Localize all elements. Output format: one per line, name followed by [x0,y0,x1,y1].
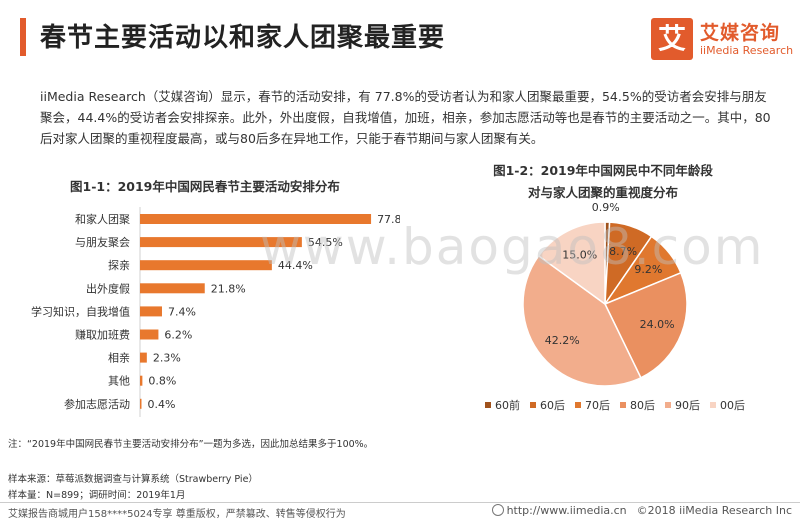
bar-category-label: 学习知识，自我增值 [31,304,130,318]
legend-swatch [665,402,671,408]
bar [140,399,142,409]
footer-right: http://www.iimedia.cn ©2018 iiMedia Resea… [482,504,792,517]
legend-label: 00后 [720,399,745,412]
legend-swatch [485,402,491,408]
legend-swatch [575,402,581,408]
logo-name-cn: 艾媒咨询 [700,18,780,45]
bar-category-label: 与朋友聚会 [75,235,130,249]
bar [140,353,147,363]
intro-paragraph: iiMedia Research（艾媒咨询）显示，春节的活动安排，有 77.8%… [40,86,776,149]
pie-value-label: 24.0% [640,318,675,331]
legend-swatch [710,402,716,408]
bar [140,283,205,293]
bar-category-label: 赚取加班费 [75,328,130,342]
bar-value-label: 0.8% [148,375,176,388]
footer-copyright-notice: 艾媒报告商城用户158****5024专享 尊重版权，严禁篡改、转售等侵权行为 [8,505,346,520]
logo-mark-icon: 艾 [651,18,693,60]
bar [140,376,142,386]
bar [140,306,162,316]
footer-copyright: ©2018 iiMedia Research Inc [637,504,792,517]
legend-label: 80后 [630,399,655,412]
footer-divider [0,502,800,503]
sample-source: 样本来源：草莓派数据调查与计算系统（Strawberry Pie） [8,471,258,485]
footer-url-link[interactable]: http://www.iimedia.cn [507,504,627,517]
bar-value-label: 21.8% [211,282,246,295]
pie-chart-title-line-2: 对与家人团聚的重视度分布 [440,182,766,201]
bar-category-label: 参加志愿活动 [64,397,130,411]
legend-label: 90后 [675,399,700,412]
legend-swatch [530,402,536,408]
bar-category-label: 和家人团聚 [75,212,130,226]
title-accent-bar [20,18,26,56]
logo-name-en: iiMedia Research [700,44,793,57]
pie-legend: 60前 60后 70后 80后 90后 00后 [475,396,775,416]
bar-category-label: 出外度假 [86,281,130,295]
legend-label: 70后 [585,399,610,412]
bar-chart-title: 图1-1：2019年中国网民春节主要活动安排分布 [70,176,340,195]
pie-value-label: 42.2% [545,334,580,347]
bar [140,260,272,270]
bar-value-label: 6.2% [164,329,192,342]
pie-chart-title-line-1: 图1-2：2019年中国网民中不同年龄段 [440,160,766,179]
page-title: 春节主要活动以和家人团聚最重要 [40,17,445,54]
sample-size: 样本量：N=899；调研时间：2019年1月 [8,487,185,501]
bar-category-label: 探亲 [108,258,130,272]
legend-label: 60后 [540,399,565,412]
bar [140,330,158,340]
bar-category-label: 其他 [108,375,130,388]
bar-value-label: 0.4% [148,398,176,411]
legend-swatch [620,402,626,408]
iimedia-logo: 艾 艾媒咨询 iiMedia Research [651,18,796,62]
bar-value-label: 7.4% [168,305,196,318]
globe-icon [492,504,504,516]
legend-label: 60前 [495,398,520,412]
watermark: www.baogao8.com [260,218,764,276]
chart-note: 注：“2019年中国网民春节主要活动安排分布”一题为多选，因此加总结果多于100… [8,436,373,450]
pie-value-label: 0.9% [592,201,620,214]
bar-category-label: 相亲 [108,351,130,365]
bar-value-label: 2.3% [153,352,181,365]
